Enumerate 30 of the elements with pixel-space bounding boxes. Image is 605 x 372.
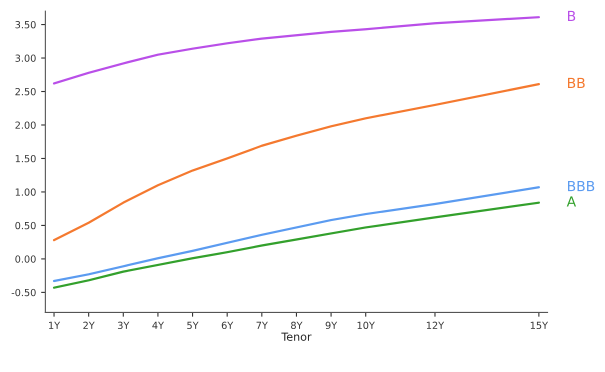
text: B <box>568 10 576 22</box>
y-tick-label: 3.50 <box>15 21 36 28</box>
y-tick-label: -0.50 <box>12 288 36 296</box>
x-tick-label: 2Y <box>83 322 95 329</box>
y-tick-label: 1.00 <box>16 188 36 196</box>
x-tick-label: 12Y <box>426 322 444 329</box>
x-tick-label: 5Y <box>187 322 199 330</box>
line-series <box>52 83 540 242</box>
x-tick-label: 10Y <box>358 322 375 330</box>
y-tick-label: 0.00 <box>15 255 36 263</box>
y-tick-label: 1.50 <box>16 154 36 162</box>
x-tick-label: 9Y <box>326 322 338 330</box>
x-axis-title: Tenor <box>281 332 312 341</box>
x-tick-label: 15Y <box>530 322 548 330</box>
line-series <box>52 202 540 289</box>
x-tick-label: 3Y <box>118 322 130 330</box>
y-tick-label: 2.50 <box>15 88 36 96</box>
x-tick-label: 8Y <box>291 322 303 330</box>
text: BBB <box>568 180 594 192</box>
x-tick-label: 7Y <box>256 322 268 329</box>
x-tick-label: 1Y <box>49 322 60 329</box>
x-tick-label: 6Y <box>222 322 234 330</box>
y-tick-label: 2.00 <box>15 121 36 129</box>
text: A <box>566 196 576 206</box>
x-tick-label: 4Y <box>152 322 164 329</box>
y-tick-label: 0.50 <box>15 222 36 230</box>
text: BB <box>568 78 585 88</box>
line-series <box>52 16 540 85</box>
y-tick-label: 3.00 <box>15 54 36 62</box>
line-series <box>52 186 540 282</box>
